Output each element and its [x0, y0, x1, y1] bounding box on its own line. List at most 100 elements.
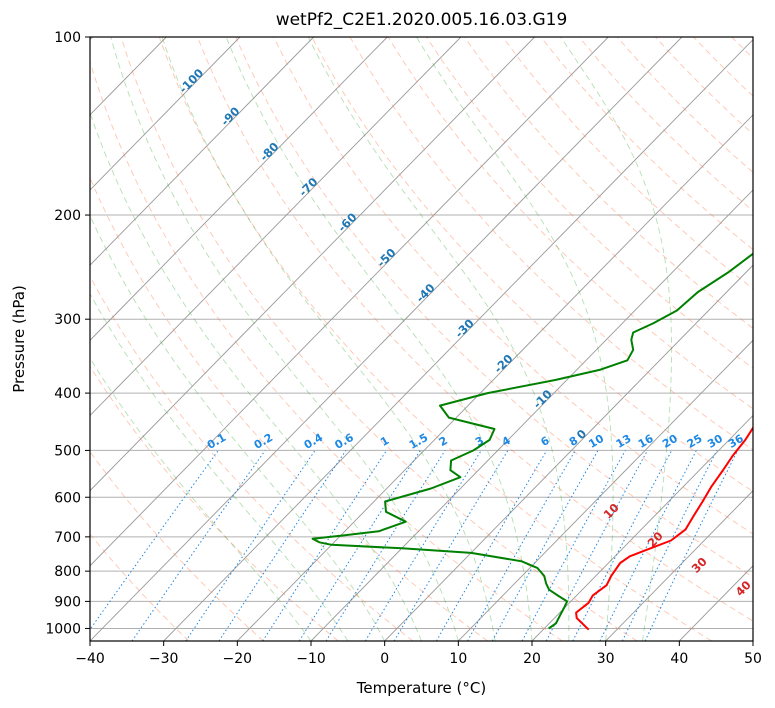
mixing-ratio-line	[185, 450, 316, 641]
dry-adiabat	[158, 37, 712, 641]
x-tick-label: 0	[380, 651, 389, 667]
isotherm-line	[457, 339, 753, 641]
moist-adiabat	[90, 214, 386, 641]
moist-adiabat	[90, 357, 312, 641]
mixing-ratio-label: 16	[636, 432, 656, 451]
dry-adiabat	[120, 37, 638, 641]
dry-adiabat-label: 10	[601, 500, 622, 521]
mixing-ratio-label: 1	[378, 434, 391, 449]
y-tick-label: 800	[54, 564, 81, 580]
isotherm-line	[90, 37, 609, 567]
mixing-ratio-line	[491, 450, 599, 641]
isotherm-line	[90, 37, 462, 417]
axes: −40 −30 −20 −10 0 10 20 30 40 50 100 200 300 400 500 60…	[45, 30, 762, 667]
mixing-ratio-line	[521, 450, 626, 641]
isotherm-line	[605, 490, 753, 641]
x-tick-label: −10	[296, 651, 326, 667]
isotherm-label: -50	[374, 245, 399, 270]
dry-adiabat	[90, 275, 414, 641]
y-tick-label: 900	[54, 594, 81, 610]
isotherm-label: -10	[530, 387, 555, 412]
dry-adiabat	[90, 60, 563, 641]
temperature-line	[575, 425, 753, 631]
dry-adiabat	[273, 37, 753, 535]
isotherm-label: -40	[413, 281, 438, 306]
mixing-ratio-label: 25	[685, 432, 705, 451]
chart-title: wetPf2_C2E1.2020.005.16.03.G19	[276, 10, 568, 30]
x-tick-label: 40	[670, 651, 688, 667]
mixing-ratio-label: 10	[586, 432, 606, 451]
isotherm-label: -60	[335, 210, 360, 235]
y-tick-label: 600	[54, 490, 81, 506]
dry-adiabat	[387, 37, 753, 410]
x-tick-label: 20	[523, 651, 541, 667]
y-tick-label: 300	[54, 312, 81, 328]
isotherm-line	[90, 37, 241, 191]
x-tick-label: −20	[223, 651, 253, 667]
x-axis-label: Temperature (°C)	[356, 679, 486, 697]
x-tick-label: −30	[149, 651, 179, 667]
isotherm-line	[90, 37, 314, 266]
mixing-ratio-line	[621, 450, 718, 641]
dry-adiabat	[616, 37, 753, 173]
x-tick-label: 10	[449, 651, 467, 667]
dry-adiabat	[654, 37, 753, 135]
isotherm-label: -80	[257, 139, 282, 164]
mixing-ratio-line	[467, 450, 576, 641]
y-tick-label: 100	[54, 30, 81, 46]
mixing-ratio-label: 1.5	[407, 431, 430, 452]
moist-adiabat	[225, 37, 533, 641]
x-tick-label: −40	[75, 651, 105, 667]
mixing-ratio-label: 0.4	[302, 431, 326, 452]
isotherm-label: -30	[452, 316, 477, 341]
isotherm-label: -70	[296, 175, 321, 200]
dry-adiabat	[693, 37, 753, 97]
dry-adiabat	[426, 37, 753, 369]
isotherm-label: -20	[491, 351, 516, 376]
dewpoint-line	[311, 252, 753, 630]
moist-adiabat	[416, 37, 614, 641]
dry-adiabat-label: 40	[733, 578, 754, 599]
moist-adiabat	[307, 37, 570, 641]
background-lines	[90, 37, 753, 641]
mixing-ratio-label: 30	[705, 432, 725, 451]
isotherm-line	[90, 37, 388, 341]
dry-adiabat	[90, 533, 190, 641]
y-tick-label: 400	[54, 386, 81, 402]
dry-adiabat	[349, 37, 753, 451]
moist-adiabat	[161, 37, 496, 641]
isotherm-line	[531, 414, 753, 641]
x-tick-label: 50	[744, 651, 762, 667]
dry-adiabat	[90, 176, 488, 641]
dry-adiabat	[311, 37, 753, 493]
mixing-ratio-line	[393, 450, 509, 641]
mixing-ratio-label: 2	[437, 434, 450, 449]
dry-adiabat-label: 30	[689, 554, 710, 575]
y-axis-label: Pressure (hPa)	[10, 285, 28, 393]
dry-adiabat	[235, 37, 753, 578]
plot-frame	[89, 36, 754, 642]
moist-adiabat	[90, 292, 349, 641]
mixing-ratio-label: 20	[660, 432, 680, 451]
isotherm-line	[163, 39, 753, 641]
dry-adiabat	[502, 37, 753, 290]
isotherm-line	[90, 37, 535, 492]
moist-adiabat	[560, 37, 673, 641]
x-tick-label: 30	[597, 651, 615, 667]
moist-adiabat	[90, 111, 422, 641]
y-tick-label: 200	[54, 208, 81, 224]
isotherm-label: -100	[176, 66, 206, 96]
dry-adiabat	[90, 450, 264, 641]
isotherm-line	[678, 565, 753, 641]
mixing-ratio-line	[90, 450, 219, 631]
y-tick-label: 500	[54, 443, 81, 459]
moist-adiabat	[110, 37, 459, 641]
mixing-ratio-line	[262, 450, 388, 641]
isotherm-line	[752, 640, 753, 641]
isotherm-line	[90, 37, 683, 641]
profile-lines	[311, 252, 753, 631]
isotherm-line	[384, 264, 753, 641]
y-tick-label: 700	[54, 530, 81, 546]
isotherm-line	[310, 189, 753, 641]
